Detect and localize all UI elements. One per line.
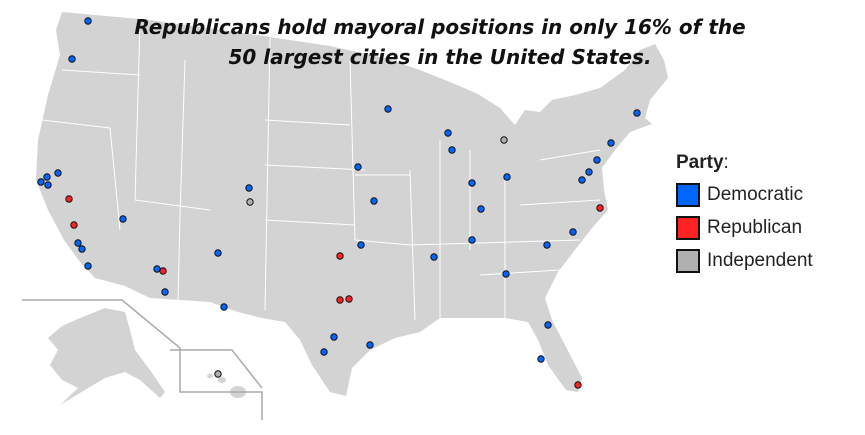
city-marker-democratic	[569, 228, 577, 236]
title-line-1: Republicans hold mayoral positions in on…	[134, 15, 746, 39]
inset-divider	[170, 349, 263, 389]
legend-label: Democratic	[707, 183, 804, 205]
city-marker-democratic	[537, 355, 545, 363]
city-marker-democratic	[84, 17, 92, 25]
contiguous-us	[36, 12, 668, 396]
city-marker-democratic	[320, 348, 328, 356]
city-marker-democratic	[502, 270, 510, 278]
city-marker-democratic	[357, 241, 365, 249]
republican-swatch	[676, 215, 700, 240]
city-marker-republican	[345, 295, 353, 303]
city-marker-democratic	[468, 236, 476, 244]
city-marker-democratic	[78, 245, 86, 253]
land	[36, 12, 668, 405]
city-marker-democratic	[354, 163, 362, 171]
legend-heading-text: Party	[676, 152, 724, 173]
city-marker-democratic	[370, 197, 378, 205]
legend-heading-colon: :	[723, 152, 729, 173]
city-marker-democratic	[44, 181, 52, 189]
city-marker-democratic	[119, 215, 127, 223]
legend-item-democratic: Democratic	[676, 178, 813, 211]
city-marker-democratic	[468, 179, 476, 187]
legend-label: Independent	[707, 249, 813, 271]
city-marker-democratic	[330, 333, 338, 341]
hawaii-island	[207, 374, 213, 378]
cities	[37, 17, 641, 389]
city-marker-republican	[70, 221, 78, 229]
city-marker-democratic	[503, 173, 511, 181]
city-marker-democratic	[578, 176, 586, 184]
city-marker-democratic	[448, 146, 456, 154]
city-marker-democratic	[633, 109, 641, 117]
city-marker-republican	[336, 296, 344, 304]
independent-swatch	[676, 248, 700, 273]
city-marker-independent	[246, 198, 254, 206]
city-marker-republican	[596, 204, 604, 212]
city-marker-republican	[336, 252, 344, 260]
legend-item-republican: Republican	[676, 211, 813, 244]
map-title: Republicans hold mayoral positions in on…	[120, 12, 760, 72]
city-marker-republican	[159, 267, 167, 275]
state-borders	[41, 21, 601, 321]
legend-heading: Party:	[676, 152, 813, 174]
city-marker-democratic	[220, 303, 228, 311]
city-marker-democratic	[84, 262, 92, 270]
city-marker-democratic	[444, 129, 452, 137]
city-marker-democratic	[477, 205, 485, 213]
city-marker-democratic	[54, 169, 62, 177]
city-marker-democratic	[214, 249, 222, 257]
city-marker-democratic	[43, 173, 51, 181]
city-marker-independent	[214, 370, 222, 378]
city-marker-democratic	[153, 265, 161, 273]
democratic-swatch	[676, 182, 700, 207]
city-marker-republican	[65, 195, 73, 203]
legend-label: Republican	[707, 216, 803, 238]
inset-divider	[22, 299, 263, 420]
city-marker-republican	[574, 381, 582, 389]
city-marker-democratic	[37, 178, 45, 186]
alaska	[48, 308, 165, 405]
city-marker-democratic	[245, 184, 253, 192]
city-marker-democratic	[384, 105, 392, 113]
city-marker-democratic	[430, 253, 438, 261]
city-marker-democratic	[161, 288, 169, 296]
city-marker-democratic	[544, 321, 552, 329]
city-marker-democratic	[585, 168, 593, 176]
city-marker-democratic	[607, 139, 615, 147]
city-marker-independent	[500, 136, 508, 144]
city-marker-democratic	[74, 239, 82, 247]
legend: Party: Democratic Republican Independent	[676, 152, 813, 277]
city-marker-democratic	[593, 156, 601, 164]
city-marker-democratic	[543, 241, 551, 249]
title-line-2: 50 largest cities in the United States.	[228, 45, 652, 69]
city-marker-democratic	[68, 55, 76, 63]
city-marker-democratic	[366, 341, 374, 349]
hawaii-island	[218, 377, 226, 383]
legend-item-independent: Independent	[676, 244, 813, 277]
